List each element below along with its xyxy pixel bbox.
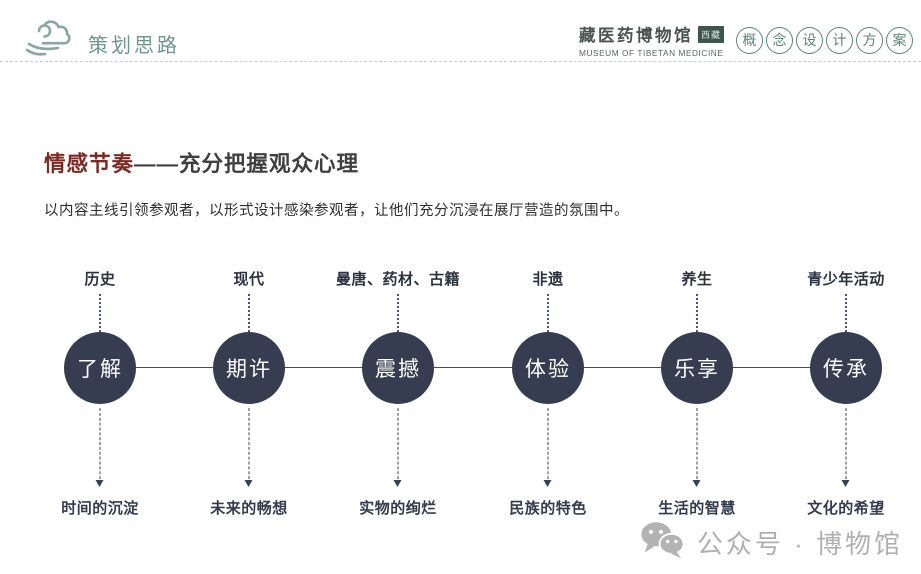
wechat-icon (639, 520, 685, 565)
step-bottom-label: 时间的沉淀 (61, 500, 139, 517)
page-title: 情感节奏——充分把握观众心理 (44, 147, 359, 178)
step-bottom-label: 实物的绚烂 (359, 500, 437, 517)
step-bottom-label: 生活的智慧 (658, 500, 736, 517)
dotted-connector (845, 294, 847, 332)
section-title: 策划思路 (88, 35, 180, 57)
header-logo-group: 策划思路 (25, 16, 180, 63)
step-bottom-label: 未来的畅想 (210, 500, 288, 517)
timeline-node: 传承 (810, 332, 882, 404)
dashed-arrow-connector (543, 408, 552, 487)
step-bottom-label: 民族的特色 (509, 500, 587, 517)
stamp-char: 设 (796, 26, 823, 54)
dotted-connector (99, 294, 101, 332)
watermark-text: 公众号 · 博物馆 (696, 529, 903, 559)
dashed-arrow-connector (692, 408, 701, 487)
page-title-highlight: 情感节奏 (44, 152, 135, 176)
dotted-connector (696, 294, 698, 332)
dashed-arrow-connector (841, 408, 850, 487)
dashed-arrow-connector (393, 408, 402, 487)
page-subtitle: 以内容主线引领参观者，以形式设计感染参观者，让他们充分沉浸在展厅营造的氛围中。 (44, 203, 629, 219)
step-top-label: 养生 (681, 271, 713, 288)
stamp-char: 方 (856, 26, 883, 54)
timeline-node: 体验 (512, 332, 584, 404)
stamp-char: 案 (886, 26, 913, 54)
tibet-badge: 西藏 (697, 25, 724, 43)
timeline-node: 震撼 (362, 332, 434, 404)
dashed-arrow-connector (95, 408, 104, 487)
auspicious-cloud-icon (25, 16, 78, 63)
timeline-node: 了解 (64, 332, 136, 404)
page-title-rest: ——充分把握观众心理 (134, 152, 360, 176)
step-top-label: 历史 (84, 271, 116, 288)
brand-group: 藏医药博物馆 西藏 MUSEUM OF TIBETAN MEDICINE 概 念… (579, 22, 913, 58)
brand-name-en: MUSEUM OF TIBETAN MEDICINE (578, 48, 724, 58)
timeline-axis (100, 367, 846, 368)
step-top-label: 青少年活动 (807, 271, 885, 288)
step-top-label: 曼唐、药材、古籍 (335, 271, 460, 288)
step-top-label: 现代 (233, 271, 265, 288)
step-top-label: 非遗 (532, 271, 564, 288)
brand-name-cn: 藏医药博物馆 (578, 27, 693, 45)
concept-stamp-row: 概 念 设 计 方 案 (736, 26, 913, 54)
stamp-char: 念 (766, 26, 793, 54)
step-bottom-label: 文化的希望 (807, 500, 885, 517)
timeline-node: 期许 (213, 332, 285, 404)
watermark: 公众号 · 博物馆 (639, 520, 903, 565)
dotted-connector (397, 294, 399, 332)
dashed-arrow-connector (244, 408, 253, 487)
header-divider (0, 61, 921, 62)
timeline-node: 乐享 (661, 332, 733, 404)
stamp-char: 概 (736, 26, 763, 54)
emotion-timeline: 历史 了解 时间的沉淀 现代 期许 未来的畅想 曼唐、药材、古籍 震撼 实物的绚… (0, 262, 921, 532)
dotted-connector (248, 294, 250, 332)
stamp-char: 计 (826, 26, 853, 54)
dotted-connector (547, 294, 549, 332)
brand-text: 藏医药博物馆 西藏 MUSEUM OF TIBETAN MEDICINE (579, 22, 724, 58)
